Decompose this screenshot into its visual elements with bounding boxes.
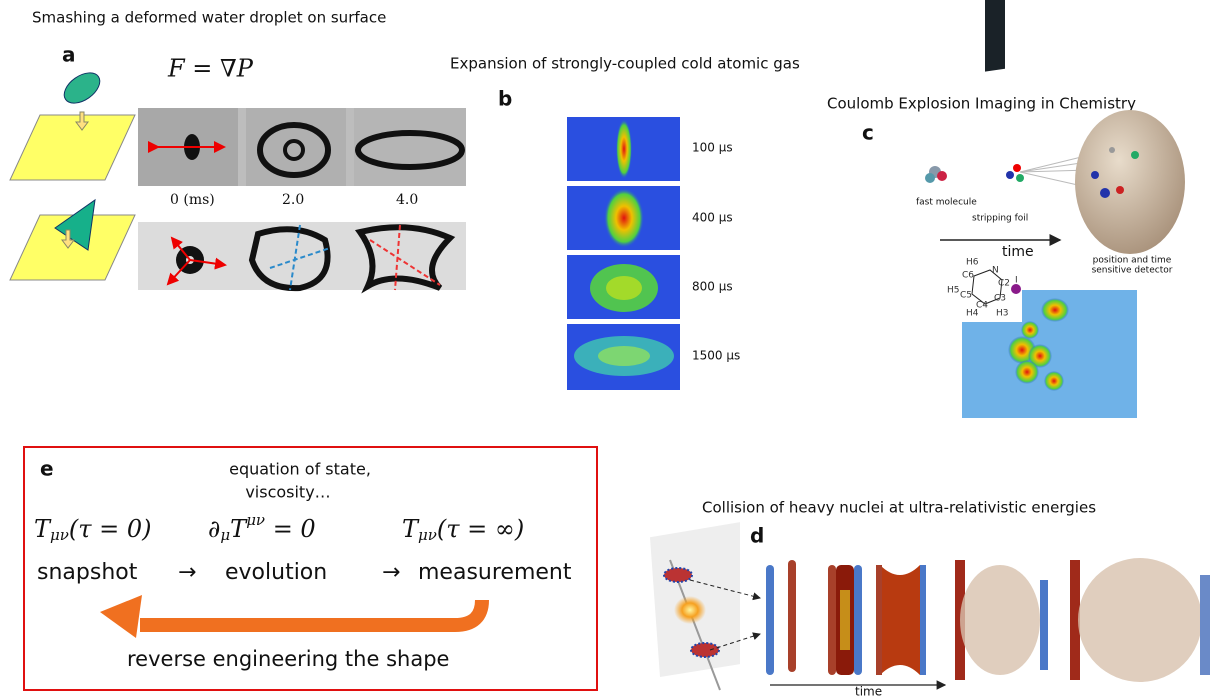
- figure: Smashing a deformed water droplet on sur…: [0, 0, 1219, 698]
- equation: F = ∇P: [167, 55, 254, 83]
- feedback-arrowhead: [100, 595, 142, 638]
- atom-label: C5: [960, 291, 972, 301]
- atom-label: I: [1015, 276, 1018, 286]
- time-label: time: [855, 685, 882, 698]
- time-label: 4.0: [396, 192, 418, 208]
- atom-label: C6: [962, 271, 974, 281]
- panel-c-label: c: [862, 121, 874, 145]
- atom-label: C3: [994, 294, 1006, 304]
- evolution-equation: ∂μTμν = 0: [208, 511, 316, 544]
- panel-b-label: b: [498, 87, 512, 111]
- time-label: 800 µs: [692, 280, 733, 294]
- panel-d-title: Collision of heavy nuclei at ultra-relat…: [702, 499, 1096, 517]
- atom-label: C2: [998, 279, 1010, 289]
- parameters: viscosity…: [245, 483, 330, 502]
- atom-label: H5: [947, 286, 960, 296]
- caption: stripping foil: [972, 214, 1028, 224]
- panel-e-label: e: [40, 457, 54, 481]
- atom-label: N: [992, 266, 999, 276]
- step: snapshot: [37, 560, 138, 585]
- step: measurement: [418, 560, 572, 585]
- panel-d-label: d: [750, 524, 764, 548]
- time-label: 400 µs: [692, 211, 733, 225]
- panel-b-title: Expansion of strongly-coupled cold atomi…: [450, 55, 800, 73]
- coulomb-setup: [925, 0, 1185, 254]
- panel-c-title: Coulomb Explosion Imaging in Chemistry: [827, 95, 1136, 113]
- panel-a-title: Smashing a deformed water droplet on sur…: [32, 9, 386, 27]
- atom-label: H6: [966, 258, 979, 268]
- feedback-arrow: [140, 600, 482, 625]
- caption: reverse engineering the shape: [127, 647, 449, 671]
- collision-sketch: [650, 522, 1210, 690]
- atom-label: H4: [966, 309, 979, 319]
- time-label: time: [1002, 244, 1034, 260]
- caption: position and time: [1093, 256, 1172, 266]
- time-label: 0 (ms): [170, 192, 215, 208]
- caption: fast molecule: [916, 198, 977, 208]
- final-state: Tμν(τ = ∞): [402, 515, 524, 545]
- atom-label: H3: [996, 309, 1009, 319]
- momentum-map: [950, 260, 1137, 418]
- caption: sensitive detector: [1092, 266, 1173, 276]
- droplet-sketches: [10, 67, 135, 280]
- panel-a-label: a: [62, 43, 76, 67]
- initial-state: Tμν(τ = 0): [34, 515, 152, 545]
- time-label: 100 µs: [692, 141, 733, 155]
- gas-images: [567, 117, 680, 390]
- time-label: 2.0: [282, 192, 304, 208]
- time-label: 1500 µs: [692, 349, 740, 363]
- arrow-symbol: →: [382, 560, 400, 585]
- parameters: equation of state,: [229, 460, 371, 479]
- arrow-symbol: →: [178, 560, 196, 585]
- step: evolution: [225, 560, 327, 585]
